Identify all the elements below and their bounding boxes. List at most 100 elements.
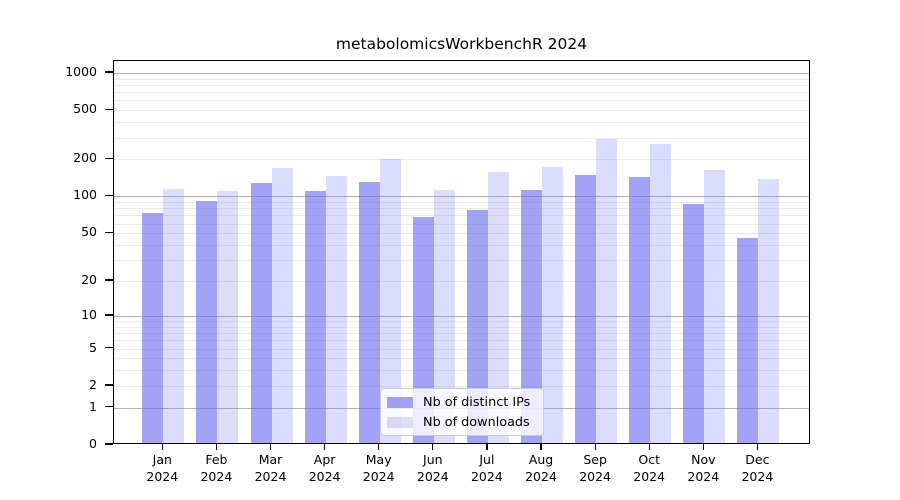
- y-tick-mark: [105, 157, 113, 160]
- x-tick-mark: [269, 444, 272, 450]
- minor-gridline: [114, 333, 809, 335]
- x-tick-mark: [324, 444, 326, 450]
- y-tick-mark: [105, 279, 113, 281]
- x-tick-label: Jun 2024: [416, 452, 449, 484]
- bar-distinct-ips: [575, 174, 597, 443]
- y-tick-label: 0: [89, 436, 97, 451]
- x-tick-label: Jan 2024: [146, 452, 179, 484]
- major-gridline: [114, 315, 809, 317]
- x-tick-mark: [432, 444, 434, 450]
- bar-distinct-ips: [412, 216, 434, 443]
- y-tick-label: 5: [89, 339, 97, 355]
- minor-gridline: [114, 321, 809, 322]
- y-tick-mark: [105, 71, 113, 73]
- x-tick-label: Sep 2024: [579, 452, 611, 484]
- bar-downloads: [596, 139, 618, 443]
- minor-gridline: [114, 215, 809, 217]
- bar-distinct-ips: [196, 201, 218, 443]
- y-tick-mark: [105, 314, 113, 316]
- bar-distinct-ips: [629, 177, 651, 443]
- y-tick-mark: [105, 231, 113, 233]
- minor-gridline: [114, 110, 809, 112]
- y-tick-mark: [105, 346, 113, 349]
- legend-row-downloads: Nb of downloads: [387, 415, 537, 430]
- y-tick-label: 10: [81, 306, 97, 322]
- minor-gridline: [114, 281, 809, 283]
- x-tick-label: Mar 2024: [254, 452, 287, 484]
- x-tick-label: Feb 2024: [200, 452, 233, 484]
- x-tick-mark: [486, 444, 488, 450]
- bar-downloads: [487, 172, 509, 443]
- minor-gridline: [114, 137, 809, 139]
- minor-gridline: [114, 340, 809, 342]
- y-tick-label: 200: [73, 150, 97, 166]
- minor-gridline: [114, 385, 809, 387]
- x-tick-label: Apr 2024: [308, 452, 341, 484]
- legend-label-downloads: Nb of downloads: [423, 414, 530, 430]
- bar-downloads: [650, 143, 672, 443]
- x-tick-mark: [756, 444, 759, 450]
- minor-gridline: [114, 92, 809, 94]
- y-tick-mark: [105, 406, 113, 408]
- minor-gridline: [114, 84, 809, 86]
- legend-swatch-distinct-ips: [387, 396, 413, 408]
- bar-distinct-ips: [521, 190, 542, 443]
- bar-downloads: [325, 175, 347, 443]
- y-tick-mark: [105, 194, 113, 197]
- x-tick-label: Aug 2024: [525, 452, 557, 484]
- x-tick-mark: [648, 444, 650, 450]
- minor-gridline: [114, 358, 809, 360]
- bar-distinct-ips: [683, 203, 705, 443]
- bar-downloads: [217, 190, 239, 443]
- bar-distinct-ips: [250, 182, 272, 443]
- minor-gridline: [114, 233, 809, 235]
- bar-downloads: [542, 167, 563, 443]
- minor-gridline: [114, 159, 809, 161]
- legend: Nb of distinct IPs Nb of downloads: [380, 388, 544, 436]
- legend-label-distinct-ips: Nb of distinct IPs: [423, 394, 531, 410]
- x-tick-label: Nov 2024: [687, 452, 720, 484]
- bar-distinct-ips: [737, 238, 759, 443]
- legend-swatch-downloads: [387, 416, 413, 428]
- minor-gridline: [114, 370, 809, 372]
- minor-gridline: [114, 208, 809, 210]
- bar-distinct-ips: [142, 213, 164, 443]
- minor-gridline: [114, 326, 809, 328]
- bar-distinct-ips: [466, 209, 488, 443]
- minor-gridline: [114, 245, 809, 246]
- x-tick-label: Dec 2024: [741, 452, 774, 484]
- major-gridline: [114, 196, 809, 198]
- y-tick-label: 50: [81, 224, 97, 240]
- x-tick-mark: [215, 444, 218, 450]
- bar-downloads: [758, 178, 780, 443]
- x-tick-mark: [540, 444, 542, 450]
- x-tick-label: Jul 2024: [470, 452, 503, 484]
- minor-gridline: [114, 202, 809, 204]
- y-tick-label: 100: [73, 187, 97, 203]
- major-gridline: [114, 72, 809, 74]
- x-tick-label: May 2024: [362, 452, 395, 484]
- y-tick-mark: [105, 384, 113, 386]
- bar-downloads: [379, 158, 401, 443]
- minor-gridline: [114, 78, 809, 80]
- x-tick-mark: [702, 444, 704, 450]
- chart-title: metabolomicsWorkbenchR 2024: [335, 35, 588, 53]
- bar-downloads: [163, 189, 185, 443]
- bar-downloads: [433, 189, 455, 443]
- bar-downloads: [271, 168, 293, 443]
- bar-downloads: [704, 170, 726, 443]
- bar-distinct-ips: [304, 191, 326, 443]
- y-tick-label: 2: [89, 376, 97, 392]
- minor-gridline: [114, 223, 809, 225]
- x-tick-mark: [594, 444, 596, 450]
- minor-gridline: [114, 348, 809, 350]
- minor-gridline: [114, 100, 809, 102]
- legend-row-distinct-ips: Nb of distinct IPs: [387, 395, 537, 410]
- y-tick-label: 20: [81, 272, 97, 288]
- bar-distinct-ips: [358, 182, 380, 443]
- minor-gridline: [114, 122, 809, 124]
- y-tick-label: 1000: [65, 63, 97, 79]
- x-tick-mark: [161, 444, 163, 450]
- x-tick-mark: [378, 444, 380, 450]
